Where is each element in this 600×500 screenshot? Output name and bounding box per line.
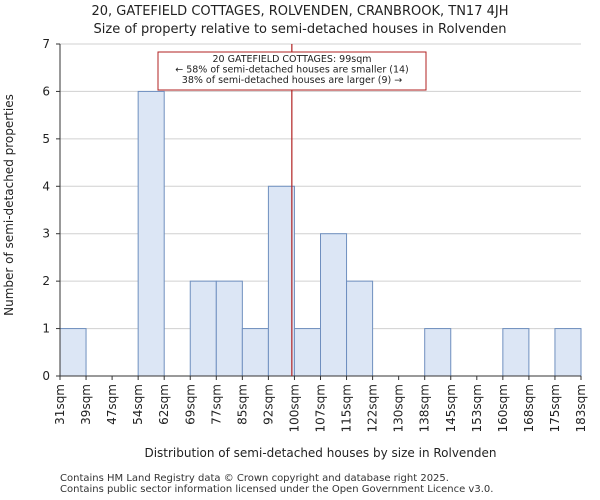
chart-subtitle: Size of property relative to semi-detach… [93,22,507,37]
x-tick-label: 47sqm [105,384,119,425]
x-tick-label: 145sqm [444,384,458,432]
x-tick-label: 77sqm [209,384,223,425]
x-tick-label: 160sqm [496,384,510,432]
x-tick-label: 92sqm [261,384,275,425]
annotation-text: 20 GATEFIELD COTTAGES: 99sqm [212,54,371,65]
histogram-bar [241,328,269,377]
x-axis-label: Distribution of semi-detached houses by … [144,446,496,460]
histogram-bar [554,328,582,377]
histogram-bar [267,185,295,377]
y-tick-label: 2 [42,274,50,288]
x-tick-label: 69sqm [183,384,197,425]
footer-licence: Contains public sector information licen… [60,484,494,495]
y-tick-label: 3 [42,227,50,241]
histogram-bar [502,328,530,377]
x-tick-label: 168sqm [522,384,536,432]
x-tick-label: 130sqm [392,384,406,432]
x-tick-label: 153sqm [470,384,484,432]
histogram-bar [137,90,165,377]
x-tick-label: 175sqm [548,384,562,432]
y-axis-label: Number of semi-detached properties [2,94,16,316]
y-tick-label: 0 [42,369,50,383]
x-tick-label: 122sqm [366,384,380,432]
x-tick-label: 85sqm [235,384,249,425]
footer-copyright: Contains HM Land Registry data © Crown c… [60,473,449,484]
histogram-bar [346,280,374,377]
chart-title: 20, GATEFIELD COTTAGES, ROLVENDEN, CRANB… [91,4,509,19]
x-tick-label: 138sqm [418,384,432,432]
x-tick-label: 115sqm [340,384,354,432]
x-tick-label: 39sqm [79,384,93,425]
histogram-bar [320,233,348,377]
y-tick-label: 1 [42,322,50,336]
histogram-bar [424,328,452,377]
x-tick-label: 31sqm [53,384,67,425]
histogram-bar [189,280,217,377]
annotation-text: 38% of semi-detached houses are larger (… [182,75,402,86]
y-tick-label: 5 [42,132,50,146]
y-tick-label: 7 [42,37,50,51]
y-tick-label: 6 [42,84,50,98]
histogram-bar [215,280,243,377]
x-tick-label: 107sqm [314,384,328,432]
annotation-text: ← 58% of semi-detached houses are smalle… [175,65,409,76]
annotation-box [157,51,427,91]
x-tick-label: 62sqm [157,384,171,425]
x-tick-label: 183sqm [574,384,588,432]
x-tick-label: 54sqm [131,384,145,425]
histogram-bar [59,328,87,377]
x-tick-label: 100sqm [287,384,301,432]
histogram-bar [293,328,322,377]
y-tick-label: 4 [42,179,50,193]
